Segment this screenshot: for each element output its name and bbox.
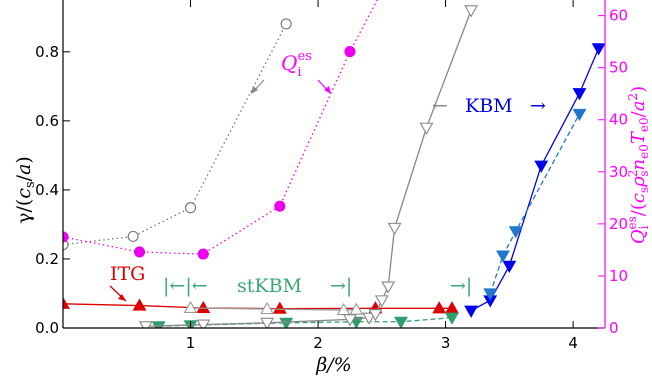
stkbm-label: stKBM [237, 275, 302, 297]
series-7-point-3 [274, 200, 286, 212]
series-0-point-2 [196, 300, 211, 314]
series-3-point-7 [381, 281, 396, 294]
y-left-tick-label-2: 0.4 [35, 181, 59, 199]
y-right-tick-label-2: 20 [609, 215, 628, 233]
series-6-line [63, 23, 287, 246]
series-4-point-3 [534, 160, 549, 173]
y-right-axis-title: Qies/(csρ2sne0Te0/a2) [625, 86, 651, 244]
itg-arrowhead [118, 294, 126, 301]
series-4-point-4 [572, 88, 587, 101]
series-3-point-2 [260, 317, 274, 328]
series-6-point-3 [280, 18, 292, 30]
qi-label: Qies [281, 49, 312, 80]
series-5-point-3 [572, 108, 587, 122]
series-2-point-4 [394, 316, 408, 328]
series-0-point-5 [432, 301, 447, 314]
ticks-layer: 1 2 3 4 0.0 0.2 0.4 0.6 0.8 0 10 20 30 40 50 60 [35, 0, 628, 352]
x-tick-label-3: 4 [568, 334, 578, 352]
qi-arrowhead-left [251, 86, 258, 94]
series-0-line [63, 303, 452, 310]
stkbm-bar-mid-right: →| [330, 275, 352, 297]
kbm-label: KBM [465, 95, 513, 117]
series-7-point-0 [63, 231, 69, 243]
y-right-tick-label-1: 10 [609, 267, 628, 285]
series-2-point-2 [279, 317, 294, 328]
series-2-point-0 [151, 321, 166, 328]
series-3-point-3 [342, 314, 357, 327]
series-layer [63, 0, 605, 328]
series-7-point-1 [133, 246, 146, 258]
series-5-point-2 [508, 226, 523, 239]
series-7-point-2 [197, 248, 209, 260]
itg-label: ITG [110, 263, 145, 285]
series-3-point-5 [368, 309, 383, 322]
stkbm-bar-left: |←|← [163, 275, 208, 297]
series-1-point-1 [260, 301, 274, 315]
stkbm-bar-right: →| [450, 275, 472, 297]
x-tick-label-1: 2 [313, 334, 323, 352]
series-0-point-3 [272, 301, 287, 314]
annotations: ITG |←|← stKBM →| →| ← KBM → Qies [109, 49, 546, 302]
series-1-point-0 [183, 300, 198, 314]
series-4-point-0 [464, 305, 479, 318]
series-4-line [470, 48, 600, 312]
series-0-point-0 [63, 296, 70, 309]
series-7-point-4 [344, 45, 356, 58]
y-left-tick-label-4: 0.8 [35, 43, 59, 61]
y-right-tick-label-0: 0 [609, 319, 619, 337]
series-1-line [190, 307, 357, 311]
series-2-point-5 [445, 312, 459, 325]
y-left-axis-label: γ/(cs/a) [13, 156, 38, 224]
series-6-point-1 [127, 230, 139, 242]
y-left-tick-label-0: 0.0 [35, 319, 59, 337]
qi-arrowhead-right [324, 86, 331, 94]
y-right-tick-label-5: 50 [609, 59, 628, 77]
series-4-point-2 [502, 260, 517, 273]
series-3-point-1 [196, 319, 211, 328]
series-0-point-6 [445, 301, 459, 314]
series-3-point-4 [362, 312, 377, 325]
x-axis-title: β/% [315, 354, 351, 376]
y-left-tick-label-1: 0.2 [35, 250, 59, 268]
series-3-point-6 [374, 295, 389, 308]
y-right-axis-label: Qies/(csρ2sne0Te0/a2) [625, 86, 651, 244]
x-tick-label-0: 1 [186, 334, 196, 352]
y-right-tick-label-6: 60 [609, 7, 628, 25]
series-1-point-3 [349, 302, 364, 315]
y-right-tick-label-4: 40 [609, 111, 628, 129]
series-5-point-1 [496, 250, 510, 263]
series-3-point-10 [464, 5, 479, 18]
series-0-point-1 [132, 298, 147, 311]
axes-frame [62, 0, 606, 329]
series-6-point-2 [184, 202, 197, 214]
x-axis-label: β/% [315, 354, 351, 376]
series-3-point-9 [419, 122, 434, 135]
y-left-axis-title: γ/(cs/a) [13, 156, 38, 224]
series-5-line [489, 113, 581, 294]
series-4-point-5 [591, 43, 605, 56]
series-7-line [63, 0, 378, 255]
series-3-point-0 [138, 321, 153, 328]
y-right-tick-label-3: 30 [609, 163, 628, 181]
x-tick-label-2: 3 [441, 334, 451, 352]
series-5-point-0 [483, 288, 498, 301]
kbm-arrow-left: ← [432, 95, 448, 117]
series-3-point-8 [387, 222, 402, 235]
kbm-arrow-right: → [530, 95, 546, 117]
y-left-tick-label-3: 0.6 [35, 112, 59, 130]
